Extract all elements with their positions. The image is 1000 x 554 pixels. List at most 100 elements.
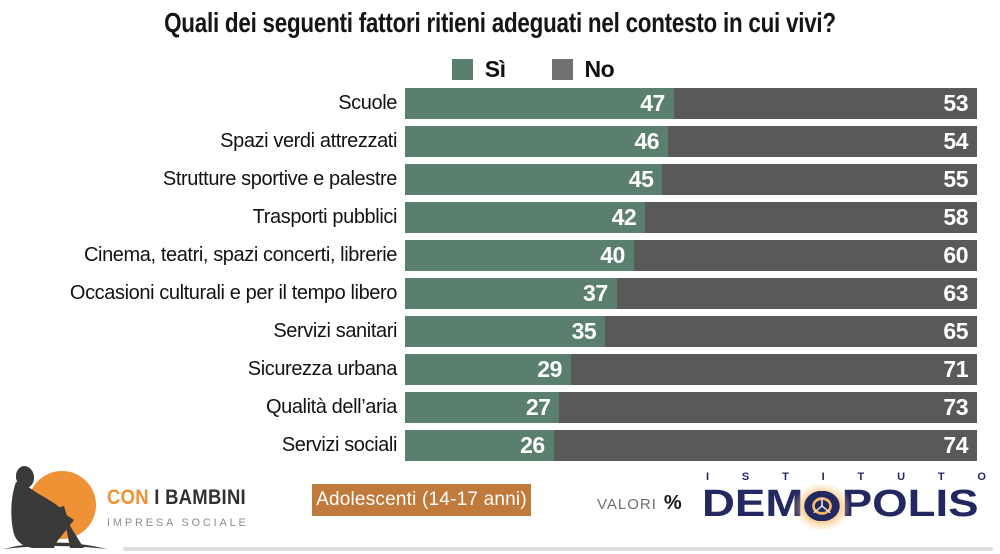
value-label-yes: 45 bbox=[628, 166, 654, 192]
value-label-no: 60 bbox=[943, 242, 968, 268]
demopolis-o-emblem-icon bbox=[794, 484, 851, 530]
chart-legend: Sì No bbox=[33, 56, 1000, 83]
bar-segment-no: 55 bbox=[662, 164, 977, 195]
legend-item-yes: Sì bbox=[451, 56, 506, 83]
value-label-yes: 37 bbox=[583, 280, 608, 306]
bar-segment-yes: 45 bbox=[405, 164, 663, 195]
value-label-no: 53 bbox=[943, 90, 968, 116]
impresa-sociale-text: IMPRESA SOCIALE bbox=[107, 517, 249, 529]
stacked-bar: 45 55 bbox=[405, 164, 977, 195]
bar-segment-yes: 40 bbox=[405, 240, 634, 271]
chart-row: Qualità dell’aria 27 73 bbox=[0, 392, 977, 423]
stacked-bar: 26 74 bbox=[405, 430, 977, 461]
chart-row: Trasporti pubblici 42 58 bbox=[0, 202, 977, 233]
value-label-yes: 29 bbox=[537, 356, 562, 382]
chart-row: Scuole 47 53 bbox=[0, 88, 977, 119]
category-label: Trasporti pubblici bbox=[252, 206, 398, 228]
stacked-bar: 27 73 bbox=[405, 392, 977, 423]
chart-row: Sicurezza urbana 29 71 bbox=[0, 354, 977, 385]
stacked-bar: 29 71 bbox=[405, 354, 977, 385]
bar-segment-yes: 27 bbox=[405, 392, 560, 423]
chart-title: Quali dei seguenti fattori ritieni adegu… bbox=[164, 7, 836, 38]
con-text: CON bbox=[107, 486, 149, 509]
value-label-yes: 42 bbox=[611, 204, 637, 230]
i-bambini-text: I BAMBINI bbox=[148, 486, 246, 509]
bar-segment-yes: 26 bbox=[405, 430, 554, 461]
chart-row: Servizi sanitari 35 65 bbox=[0, 316, 977, 347]
category-label: Servizi sociali bbox=[281, 434, 398, 456]
con-i-bambini-line1: CON I BAMBINI bbox=[107, 486, 246, 510]
category-label: Sicurezza urbana bbox=[247, 358, 398, 380]
stacked-bar: 46 54 bbox=[405, 126, 977, 157]
values-unit-note: VALORI % bbox=[597, 492, 682, 515]
reading-child-silhouette-icon bbox=[3, 466, 107, 549]
istituto-letter: T bbox=[857, 471, 865, 483]
demopolis-text-dem: DEM bbox=[702, 483, 804, 525]
value-label-no: 55 bbox=[943, 166, 968, 192]
istituto-letter: T bbox=[937, 471, 945, 483]
bar-segment-yes: 42 bbox=[405, 202, 646, 233]
bar-segment-no: 58 bbox=[645, 202, 977, 233]
istituto-letter: T bbox=[782, 471, 789, 483]
category-label: Spazi verdi attrezzati bbox=[220, 130, 397, 152]
value-label-no: 63 bbox=[943, 280, 968, 306]
bar-segment-no: 65 bbox=[605, 316, 977, 347]
chart-row: Servizi sociali 26 74 bbox=[0, 430, 977, 461]
value-label-no: 71 bbox=[943, 356, 968, 382]
legend-label-no: No bbox=[584, 56, 615, 82]
value-label-no: 54 bbox=[943, 128, 968, 154]
stacked-bar: 42 58 bbox=[405, 202, 977, 233]
istituto-letter: I bbox=[821, 471, 825, 483]
con-i-bambini-logo-icon bbox=[3, 466, 107, 549]
demopolis-wordmark: DEM POLIS bbox=[702, 483, 1000, 530]
category-label: Scuole bbox=[338, 92, 397, 114]
value-label-no: 58 bbox=[943, 204, 968, 230]
chart-row: Strutture sportive e palestre 45 55 bbox=[0, 164, 977, 195]
bar-segment-no: 74 bbox=[553, 430, 977, 461]
legend-swatch-no bbox=[551, 59, 573, 80]
legend-item-no: No bbox=[551, 56, 615, 83]
value-label-yes: 47 bbox=[640, 90, 665, 116]
con-i-bambini-wordmark: CON I BAMBINI IMPRESA SOCIALE bbox=[107, 486, 265, 529]
value-label-no: 73 bbox=[943, 394, 968, 420]
value-label-no: 74 bbox=[943, 432, 968, 458]
percent-symbol: % bbox=[663, 492, 682, 514]
chart-row: Spazi verdi attrezzati 46 54 bbox=[0, 126, 977, 157]
istituto-letter: S bbox=[741, 471, 750, 483]
category-label: Cinema, teatri, spazi concerti, librerie bbox=[83, 244, 397, 266]
bar-segment-no: 60 bbox=[633, 240, 977, 271]
bar-segment-yes: 47 bbox=[405, 88, 674, 119]
bar-segment-no: 53 bbox=[673, 88, 977, 119]
value-label-yes: 40 bbox=[600, 242, 625, 268]
category-label: Strutture sportive e palestre bbox=[162, 168, 397, 190]
bar-segment-yes: 35 bbox=[405, 316, 606, 347]
bar-segment-no: 63 bbox=[616, 278, 977, 309]
bar-segment-yes: 46 bbox=[405, 126, 669, 157]
stacked-bar: 47 53 bbox=[405, 88, 977, 119]
bar-segment-yes: 29 bbox=[405, 354, 571, 385]
value-label-yes: 35 bbox=[571, 318, 597, 344]
istituto-letter: I bbox=[706, 471, 710, 483]
istituto-letter: O bbox=[977, 471, 986, 483]
chart-row: Occasioni culturali e per il tempo liber… bbox=[0, 278, 977, 309]
valori-text: VALORI bbox=[597, 496, 657, 513]
bar-segment-no: 71 bbox=[570, 354, 977, 385]
value-label-yes: 26 bbox=[520, 432, 545, 458]
stacked-bar: 37 63 bbox=[405, 278, 977, 309]
bar-segment-no: 73 bbox=[559, 392, 977, 423]
stacked-bar: 40 60 bbox=[405, 240, 977, 271]
stacked-bar-chart: Scuole 47 53 Spazi verdi attrezzati 46 5… bbox=[0, 88, 977, 468]
legend-swatch-yes bbox=[451, 59, 473, 80]
sample-badge-label: Adolescenti (14-17 anni) bbox=[316, 489, 527, 510]
category-label: Qualità dell’aria bbox=[265, 396, 397, 418]
category-label: Servizi sanitari bbox=[273, 320, 397, 342]
value-label-yes: 27 bbox=[525, 394, 551, 420]
value-label-yes: 46 bbox=[634, 128, 660, 154]
legend-label-yes: Sì bbox=[484, 56, 506, 82]
sample-badge: Adolescenti (14-17 anni) bbox=[312, 484, 531, 516]
istituto-letter: U bbox=[897, 471, 906, 483]
demopolis-text-polis: POLIS bbox=[841, 483, 979, 525]
category-label: Occasioni culturali e per il tempo liber… bbox=[69, 282, 397, 304]
